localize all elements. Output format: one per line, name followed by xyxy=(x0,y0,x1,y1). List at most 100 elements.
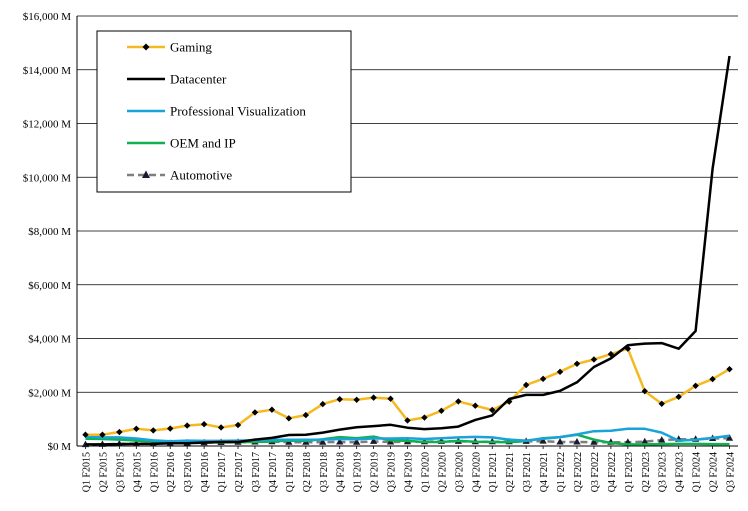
point-gaming-6 xyxy=(183,422,191,429)
legend-marker-gaming xyxy=(142,43,150,51)
series-gaming xyxy=(82,345,733,438)
series-line-datacenter xyxy=(85,55,731,446)
point-gaming-15 xyxy=(336,396,343,403)
x-tick-label-34: Q3 F2023 xyxy=(658,452,669,492)
legend-item-gaming: Gaming xyxy=(127,40,212,55)
point-gaming-20 xyxy=(421,414,428,421)
x-tick-label-2: Q3 F2015 xyxy=(115,452,126,492)
point-gaming-17 xyxy=(370,394,377,401)
series-professional-visualization xyxy=(85,427,730,443)
point-gaming-2 xyxy=(116,428,123,436)
point-gaming-24 xyxy=(489,406,496,414)
point-automotive-34 xyxy=(658,436,666,443)
point-gaming-35 xyxy=(675,393,682,401)
x-tick-label-30: Q3 F2022 xyxy=(590,452,601,492)
point-gaming-4 xyxy=(150,427,157,434)
y-tick-label-7: $14,000 M xyxy=(23,65,72,77)
point-automotive-30 xyxy=(590,438,598,445)
x-tick-label-22: Q3 F2020 xyxy=(454,452,465,492)
point-gaming-11 xyxy=(268,406,276,413)
y-tick-label-0: $0 M xyxy=(47,441,71,453)
point-gaming-14 xyxy=(319,400,326,408)
x-tick-label-20: Q1 F2020 xyxy=(420,452,431,492)
x-tick-label-24: Q1 F2021 xyxy=(488,452,499,492)
legend-item-automotive: Automotive xyxy=(127,168,232,183)
x-tick-label-14: Q3 F2018 xyxy=(319,452,330,492)
point-gaming-8 xyxy=(217,424,225,431)
x-tick-label-37: Q2 F2024 xyxy=(709,452,720,492)
point-gaming-38 xyxy=(726,365,733,373)
x-tick-label-23: Q4 F2020 xyxy=(471,452,482,492)
point-gaming-22 xyxy=(455,398,462,405)
point-gaming-26 xyxy=(522,381,530,389)
axes xyxy=(76,16,738,449)
x-tick-label-5: Q2 F2016 xyxy=(166,452,177,492)
series-lines xyxy=(81,55,734,448)
x-tick-label-28: Q1 F2022 xyxy=(556,452,567,492)
y-tick-label-8: $16,000 M xyxy=(23,11,72,23)
point-automotive-27 xyxy=(539,437,547,444)
legend-item-professional-visualization: Professional Visualization xyxy=(127,104,306,119)
point-gaming-0 xyxy=(82,431,89,438)
point-gaming-28 xyxy=(556,368,564,376)
x-tick-label-9: Q2 F2017 xyxy=(234,452,245,492)
x-tick-label-29: Q2 F2022 xyxy=(573,452,584,492)
series-line-professional-visualization xyxy=(85,427,730,443)
point-gaming-7 xyxy=(200,421,208,428)
x-tick-label-10: Q3 F2017 xyxy=(251,452,262,492)
x-tick-label-8: Q1 F2017 xyxy=(217,452,228,492)
x-tick-label-38: Q3 F2024 xyxy=(726,452,737,492)
point-gaming-18 xyxy=(387,395,394,402)
x-tick-label-11: Q4 F2017 xyxy=(268,452,279,492)
x-tick-label-1: Q2 F2015 xyxy=(98,452,109,492)
x-tick-label-3: Q4 F2015 xyxy=(132,452,143,492)
y-axis-tick-labels: $0 M $2,000 M $4,000 M $6,000 M $8,000 M $10,… xyxy=(23,11,72,453)
x-tick-label-7: Q4 F2016 xyxy=(200,452,211,492)
point-gaming-13 xyxy=(302,411,310,419)
x-tick-label-12: Q1 F2018 xyxy=(285,452,296,492)
legend-label-professional-visualization: Professional Visualization xyxy=(170,104,306,119)
point-gaming-5 xyxy=(167,425,174,432)
x-tick-label-17: Q2 F2019 xyxy=(370,452,381,492)
y-tick-label-4: $8,000 M xyxy=(28,226,71,238)
x-tick-label-0: Q1 F2015 xyxy=(81,452,92,492)
x-tick-label-13: Q2 F2018 xyxy=(302,452,313,492)
y-tick-label-1: $2,000 M xyxy=(28,387,71,399)
legend: Gaming Datacenter Professional Visualizati… xyxy=(96,30,352,193)
point-automotive-33 xyxy=(641,437,649,445)
point-automotive-28 xyxy=(556,437,564,445)
point-gaming-21 xyxy=(438,407,445,414)
point-gaming-19 xyxy=(404,417,411,424)
point-gaming-23 xyxy=(472,402,479,409)
point-gaming-27 xyxy=(539,375,547,383)
point-gaming-36 xyxy=(692,382,699,389)
point-gaming-1 xyxy=(99,431,106,438)
point-gaming-9 xyxy=(234,421,242,429)
x-tick-label-33: Q2 F2023 xyxy=(641,452,652,492)
x-tick-label-15: Q4 F2018 xyxy=(336,452,347,492)
point-gaming-30 xyxy=(590,356,598,363)
x-tick-label-25: Q2 F2021 xyxy=(505,452,516,492)
x-tick-label-6: Q3 F2016 xyxy=(183,452,194,492)
legend-label-gaming: Gaming xyxy=(170,40,212,55)
legend-marker-automotive xyxy=(142,170,150,178)
point-gaming-37 xyxy=(709,375,716,383)
point-gaming-34 xyxy=(658,400,665,408)
y-tick-label-2: $4,000 M xyxy=(28,334,71,346)
point-automotive-17 xyxy=(370,437,378,444)
legend-item-datacenter: Datacenter xyxy=(127,72,227,87)
x-tick-label-27: Q4 F2021 xyxy=(539,452,550,492)
point-automotive-15 xyxy=(336,437,344,445)
x-tick-label-19: Q4 F2019 xyxy=(404,452,415,492)
x-tick-label-31: Q4 F2022 xyxy=(607,452,618,492)
point-automotive-14 xyxy=(319,438,327,445)
legend-label-datacenter: Datacenter xyxy=(170,72,227,87)
y-tick-label-5: $10,000 M xyxy=(23,172,72,184)
x-tick-label-16: Q1 F2019 xyxy=(353,452,364,492)
point-gaming-16 xyxy=(353,396,360,403)
legend-item-oem-and-ip: OEM and IP xyxy=(127,136,236,151)
point-gaming-10 xyxy=(251,409,259,416)
x-axis-tick-labels: Q1 F2015 Q2 F2015 Q3 F2015 Q4 F2015 Q1 F2016… xyxy=(81,452,736,492)
y-tick-label-3: $6,000 M xyxy=(28,280,71,292)
